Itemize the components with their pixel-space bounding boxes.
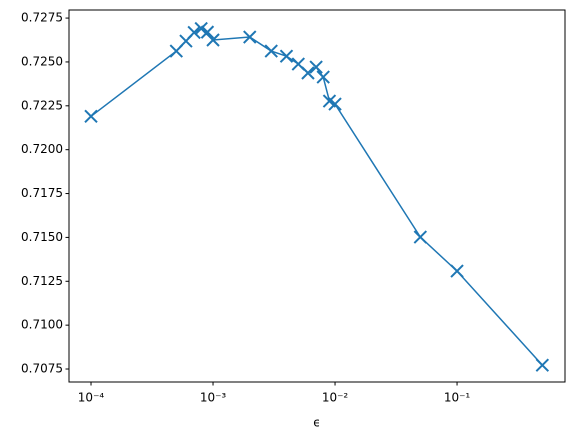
y-tick-label: 0.7150	[21, 230, 63, 244]
y-tick-label: 0.7225	[21, 98, 63, 112]
x-tick-label: 10⁻³	[200, 391, 227, 405]
marker	[187, 25, 201, 40]
marker	[535, 358, 550, 372]
marker	[200, 25, 215, 39]
marker	[316, 70, 330, 84]
x-axis-label: ϵ	[313, 416, 320, 430]
y-tick-label: 0.7175	[21, 186, 63, 200]
marker	[301, 66, 315, 80]
plot-frame	[68, 9, 566, 383]
marker	[206, 33, 220, 47]
marker	[450, 264, 464, 278]
x-tick-label: 10⁻²	[322, 391, 349, 405]
series-line	[90, 27, 543, 366]
marker	[413, 230, 428, 244]
marker	[279, 49, 294, 63]
marker	[194, 21, 208, 36]
y-tick-label: 0.7275	[21, 11, 63, 25]
y-tick-label: 0.7250	[21, 54, 63, 68]
y-tick-label: 0.7100	[21, 318, 63, 332]
x-tick-label: 10⁻⁴	[78, 391, 105, 405]
marker	[264, 44, 278, 58]
y-tick-label: 0.7075	[21, 362, 63, 376]
y-tick-label: 0.7125	[21, 274, 63, 288]
x-tick-label: 10⁻¹	[444, 391, 471, 405]
marker	[243, 30, 257, 44]
marker	[84, 109, 98, 124]
y-tick-label: 0.7200	[21, 142, 63, 156]
marker	[328, 97, 342, 111]
marker	[309, 60, 323, 74]
